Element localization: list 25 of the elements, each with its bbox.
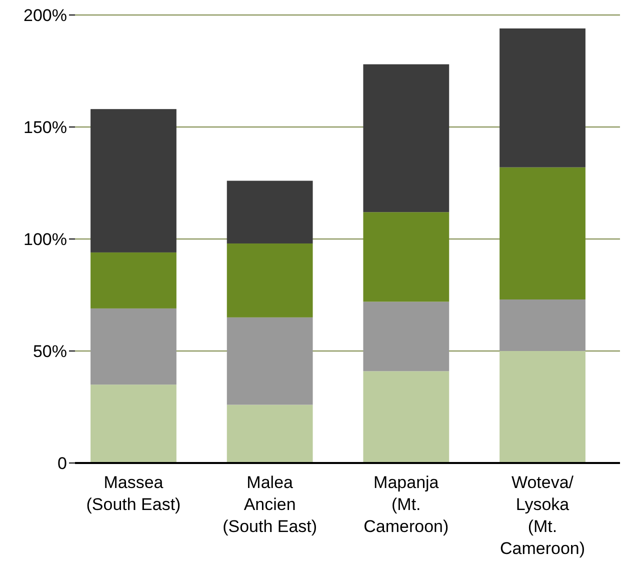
y-tick-label: 100% [24,230,67,249]
bar [363,371,450,463]
bar [226,404,313,463]
y-tick-label: 200% [24,6,67,25]
x-tick-label: Woteva/ Lysoka (Mt. Cameroon) [500,473,586,558]
x-tick-label: Mapanja (Mt. Cameroon) [364,473,449,536]
bar [500,28,586,168]
bar [226,317,313,405]
bar [363,212,450,302]
bar [90,384,176,463]
bar [226,180,313,244]
y-tick-label: 0 [58,454,67,473]
bar [363,302,450,372]
y-tick-label: 50% [32,342,67,361]
bar [500,299,586,351]
bar [500,351,586,463]
y-tick-label: 150% [24,118,67,137]
bar [90,308,176,385]
x-tick-label: Massea (South East) [86,473,181,514]
bar [226,243,313,318]
bar [500,167,586,300]
bar [363,64,450,212]
bar [90,252,176,308]
bar [90,109,176,252]
x-tick-label: Malea Ancien (South East) [222,473,318,536]
